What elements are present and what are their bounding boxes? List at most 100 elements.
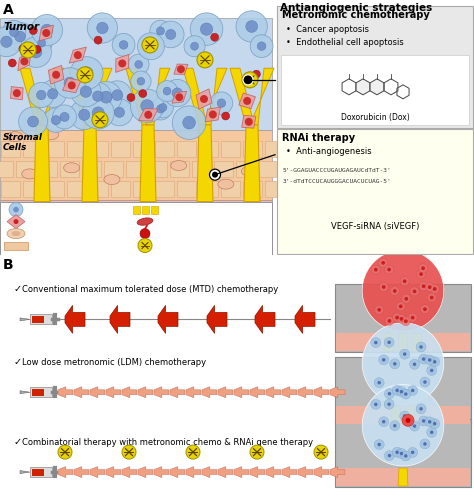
Circle shape: [173, 106, 206, 140]
Ellipse shape: [100, 226, 113, 234]
Ellipse shape: [7, 132, 23, 142]
Circle shape: [122, 445, 136, 459]
Ellipse shape: [43, 130, 59, 140]
Text: Drug-resistant cancer cell: Drug-resistant cancer cell: [26, 217, 125, 226]
Polygon shape: [39, 25, 54, 41]
Circle shape: [385, 317, 394, 326]
Polygon shape: [330, 467, 345, 478]
Polygon shape: [20, 391, 30, 394]
Circle shape: [92, 107, 104, 119]
Circle shape: [392, 313, 401, 322]
Circle shape: [395, 389, 399, 392]
Circle shape: [156, 27, 164, 35]
Circle shape: [27, 116, 38, 127]
Ellipse shape: [218, 179, 234, 189]
Text: Regular blood vessel: Regular blood vessel: [26, 241, 106, 250]
Polygon shape: [197, 125, 213, 202]
Text: VEGF siRNA: VEGF siRNA: [157, 241, 202, 250]
Polygon shape: [183, 68, 207, 125]
FancyBboxPatch shape: [148, 161, 167, 177]
Circle shape: [210, 169, 220, 180]
Circle shape: [6, 22, 34, 51]
Text: Conventional maximum tolerated dose (MTD) chemotherapy: Conventional maximum tolerated dose (MTD…: [22, 285, 278, 294]
Circle shape: [416, 342, 426, 352]
Circle shape: [428, 420, 431, 423]
FancyBboxPatch shape: [170, 161, 189, 177]
Polygon shape: [126, 68, 150, 125]
Circle shape: [252, 70, 260, 78]
Polygon shape: [370, 79, 384, 95]
Circle shape: [210, 33, 219, 41]
Circle shape: [9, 203, 23, 217]
Circle shape: [77, 67, 93, 83]
FancyBboxPatch shape: [236, 161, 255, 177]
Polygon shape: [170, 387, 185, 398]
Polygon shape: [295, 305, 315, 333]
Polygon shape: [90, 387, 105, 398]
Circle shape: [70, 56, 103, 89]
Circle shape: [400, 349, 410, 359]
Circle shape: [427, 365, 437, 375]
Circle shape: [246, 21, 258, 32]
Circle shape: [428, 358, 431, 362]
Circle shape: [217, 99, 226, 107]
Circle shape: [404, 392, 408, 396]
Circle shape: [39, 80, 66, 107]
Circle shape: [419, 272, 423, 276]
Ellipse shape: [208, 238, 221, 246]
Circle shape: [197, 52, 213, 68]
FancyBboxPatch shape: [82, 161, 101, 177]
Circle shape: [156, 105, 165, 113]
Circle shape: [106, 99, 133, 126]
Circle shape: [127, 94, 135, 101]
Polygon shape: [242, 115, 256, 128]
Circle shape: [403, 279, 407, 283]
Circle shape: [114, 107, 125, 117]
FancyBboxPatch shape: [258, 161, 277, 177]
Circle shape: [395, 316, 399, 320]
Polygon shape: [174, 64, 188, 75]
Circle shape: [400, 452, 403, 455]
Text: Low dose metronomic (LDM) chemotherapy: Low dose metronomic (LDM) chemotherapy: [22, 358, 206, 367]
Polygon shape: [196, 89, 212, 109]
Polygon shape: [138, 467, 153, 478]
Circle shape: [419, 264, 428, 273]
Circle shape: [371, 265, 380, 274]
Polygon shape: [65, 305, 85, 333]
Polygon shape: [34, 125, 50, 202]
FancyBboxPatch shape: [32, 389, 44, 396]
Polygon shape: [58, 387, 73, 398]
Circle shape: [36, 90, 46, 100]
FancyBboxPatch shape: [177, 180, 196, 197]
Circle shape: [377, 443, 381, 446]
Circle shape: [430, 369, 433, 372]
FancyBboxPatch shape: [0, 161, 13, 177]
Text: ✓: ✓: [14, 357, 22, 367]
Polygon shape: [20, 68, 44, 125]
Circle shape: [396, 449, 406, 459]
FancyBboxPatch shape: [111, 180, 130, 197]
Circle shape: [371, 338, 381, 348]
FancyBboxPatch shape: [89, 180, 108, 197]
Circle shape: [200, 95, 208, 103]
Polygon shape: [90, 467, 105, 478]
FancyBboxPatch shape: [142, 206, 149, 214]
Circle shape: [384, 389, 394, 399]
Circle shape: [422, 284, 426, 288]
Circle shape: [30, 46, 42, 58]
Polygon shape: [384, 333, 394, 351]
FancyBboxPatch shape: [280, 161, 299, 177]
FancyBboxPatch shape: [155, 180, 174, 197]
Circle shape: [242, 72, 258, 88]
Circle shape: [388, 319, 392, 323]
Polygon shape: [74, 467, 89, 478]
Text: RNAi therapy: RNAi therapy: [282, 133, 355, 143]
FancyBboxPatch shape: [335, 357, 471, 425]
Circle shape: [388, 454, 391, 457]
Polygon shape: [82, 125, 98, 202]
Circle shape: [420, 377, 430, 387]
FancyBboxPatch shape: [133, 180, 152, 197]
FancyBboxPatch shape: [277, 6, 473, 128]
FancyBboxPatch shape: [336, 406, 470, 424]
Ellipse shape: [185, 228, 200, 236]
